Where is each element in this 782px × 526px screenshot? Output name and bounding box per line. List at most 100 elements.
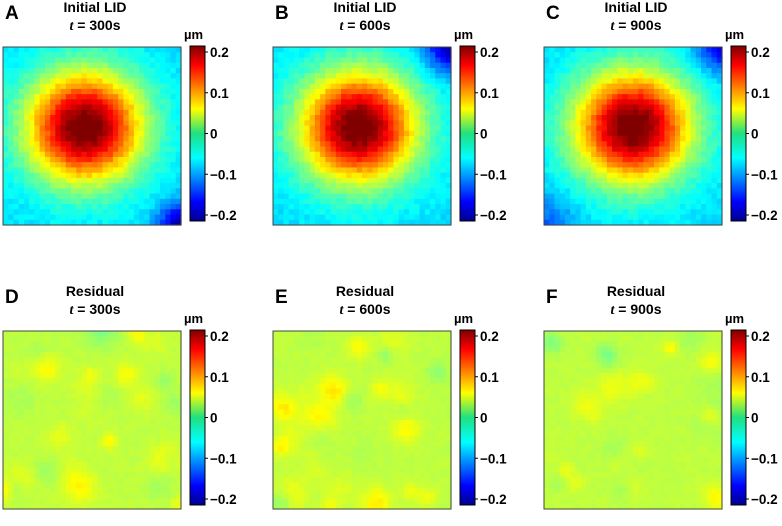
heatmap-cell — [314, 130, 321, 137]
heatmap-cell — [377, 88, 384, 95]
heatmap-cell — [65, 488, 72, 494]
heatmap-cell — [278, 372, 285, 379]
heatmap-cell — [92, 83, 98, 90]
heatmap-cell — [669, 57, 676, 64]
heatmap-cell — [86, 162, 93, 169]
heatmap-cell — [175, 351, 182, 358]
heatmap-cell — [107, 393, 114, 400]
heatmap-cell — [288, 388, 295, 395]
heatmap-cell — [44, 362, 51, 369]
heatmap-cell — [139, 99, 145, 106]
heatmap-cell — [335, 125, 342, 132]
heatmap-cell — [76, 162, 83, 169]
heatmap-cell — [617, 57, 624, 64]
heatmap-cell — [29, 404, 36, 411]
heatmap-cell — [139, 136, 145, 142]
heatmap-cell — [86, 115, 93, 121]
heatmap-cell — [293, 67, 300, 74]
heatmap-cell — [149, 420, 156, 426]
heatmap-cell — [139, 47, 145, 53]
heatmap-cell — [293, 425, 300, 432]
heatmap-cell — [617, 146, 624, 153]
heatmap-cell — [102, 183, 109, 189]
heatmap-cell — [304, 472, 311, 479]
heatmap-cell — [304, 109, 311, 116]
heatmap-cell — [680, 162, 686, 169]
heatmap-cell — [293, 209, 300, 216]
heatmap-cell — [165, 130, 172, 137]
heatmap-cell — [133, 125, 140, 132]
heatmap-cell — [601, 120, 608, 127]
heatmap-cell — [123, 420, 130, 426]
heatmap-cell — [170, 204, 177, 210]
heatmap-cell — [34, 430, 41, 437]
heatmap-cell — [430, 52, 436, 59]
heatmap-cell — [44, 183, 51, 189]
heatmap-cell — [314, 357, 321, 364]
heatmap-cell — [622, 183, 629, 189]
heatmap-cell — [44, 156, 51, 163]
heatmap-cell — [112, 467, 119, 473]
heatmap-cell — [44, 425, 51, 432]
heatmap-cell — [3, 435, 9, 442]
heatmap-cell — [76, 404, 83, 411]
heatmap-cell — [107, 67, 114, 74]
heatmap-cell — [711, 219, 718, 226]
heatmap-cell — [580, 99, 587, 106]
heatmap-cell — [580, 67, 587, 74]
heatmap-cell — [424, 141, 431, 148]
heatmap-cell — [92, 188, 98, 195]
heatmap-cell — [86, 467, 93, 473]
heatmap-cell — [309, 467, 316, 473]
heatmap-cell — [341, 193, 347, 200]
heatmap-cell — [674, 73, 681, 80]
heatmap-cell — [76, 435, 83, 442]
heatmap-cell — [314, 136, 321, 142]
heatmap-cell — [81, 378, 88, 384]
heatmap-cell — [273, 472, 279, 479]
heatmap-cell — [128, 488, 135, 494]
heatmap-cell — [377, 151, 384, 158]
heatmap-cell — [50, 388, 56, 395]
heatmap-cell — [591, 57, 597, 64]
heatmap-cell — [102, 162, 109, 169]
heatmap-cell — [685, 219, 692, 226]
heatmap-cell — [309, 219, 316, 226]
heatmap-cell — [18, 125, 25, 132]
heatmap-cell — [435, 172, 442, 179]
heatmap-cell — [128, 393, 135, 400]
heatmap-cell — [288, 378, 295, 384]
heatmap-cell — [154, 472, 161, 479]
heatmap-cell — [39, 88, 46, 95]
heatmap-cell — [144, 47, 151, 53]
heatmap-cell — [435, 94, 442, 100]
heatmap-cell — [97, 440, 104, 447]
heatmap-cell — [34, 67, 41, 74]
heatmap-cell — [50, 204, 56, 210]
heatmap-cell — [627, 109, 634, 116]
heatmap-cell — [50, 52, 56, 59]
heatmap-cell — [29, 482, 36, 489]
heatmap-cell — [638, 47, 645, 53]
heatmap-cell — [23, 214, 30, 221]
heatmap-cell — [575, 94, 582, 100]
heatmap-cell — [685, 151, 692, 158]
heatmap-cell — [320, 47, 326, 53]
heatmap-cell — [39, 115, 46, 121]
heatmap-cell — [549, 151, 556, 158]
heatmap-cell — [549, 177, 556, 184]
heatmap-cell — [107, 167, 114, 174]
heatmap-cell — [377, 214, 384, 221]
heatmap-cell — [554, 167, 561, 174]
heatmap-cell — [23, 52, 30, 59]
heatmap-cell — [435, 130, 442, 137]
heatmap-cell — [403, 136, 410, 142]
heatmap-cell — [596, 109, 603, 116]
heatmap-cell — [39, 183, 46, 189]
heatmap-cell — [398, 162, 405, 169]
heatmap-cell — [71, 183, 77, 189]
heatmap-cell — [128, 409, 135, 416]
heatmap-cell — [674, 204, 681, 210]
heatmap-cell — [414, 151, 421, 158]
heatmap-cell — [97, 372, 104, 379]
